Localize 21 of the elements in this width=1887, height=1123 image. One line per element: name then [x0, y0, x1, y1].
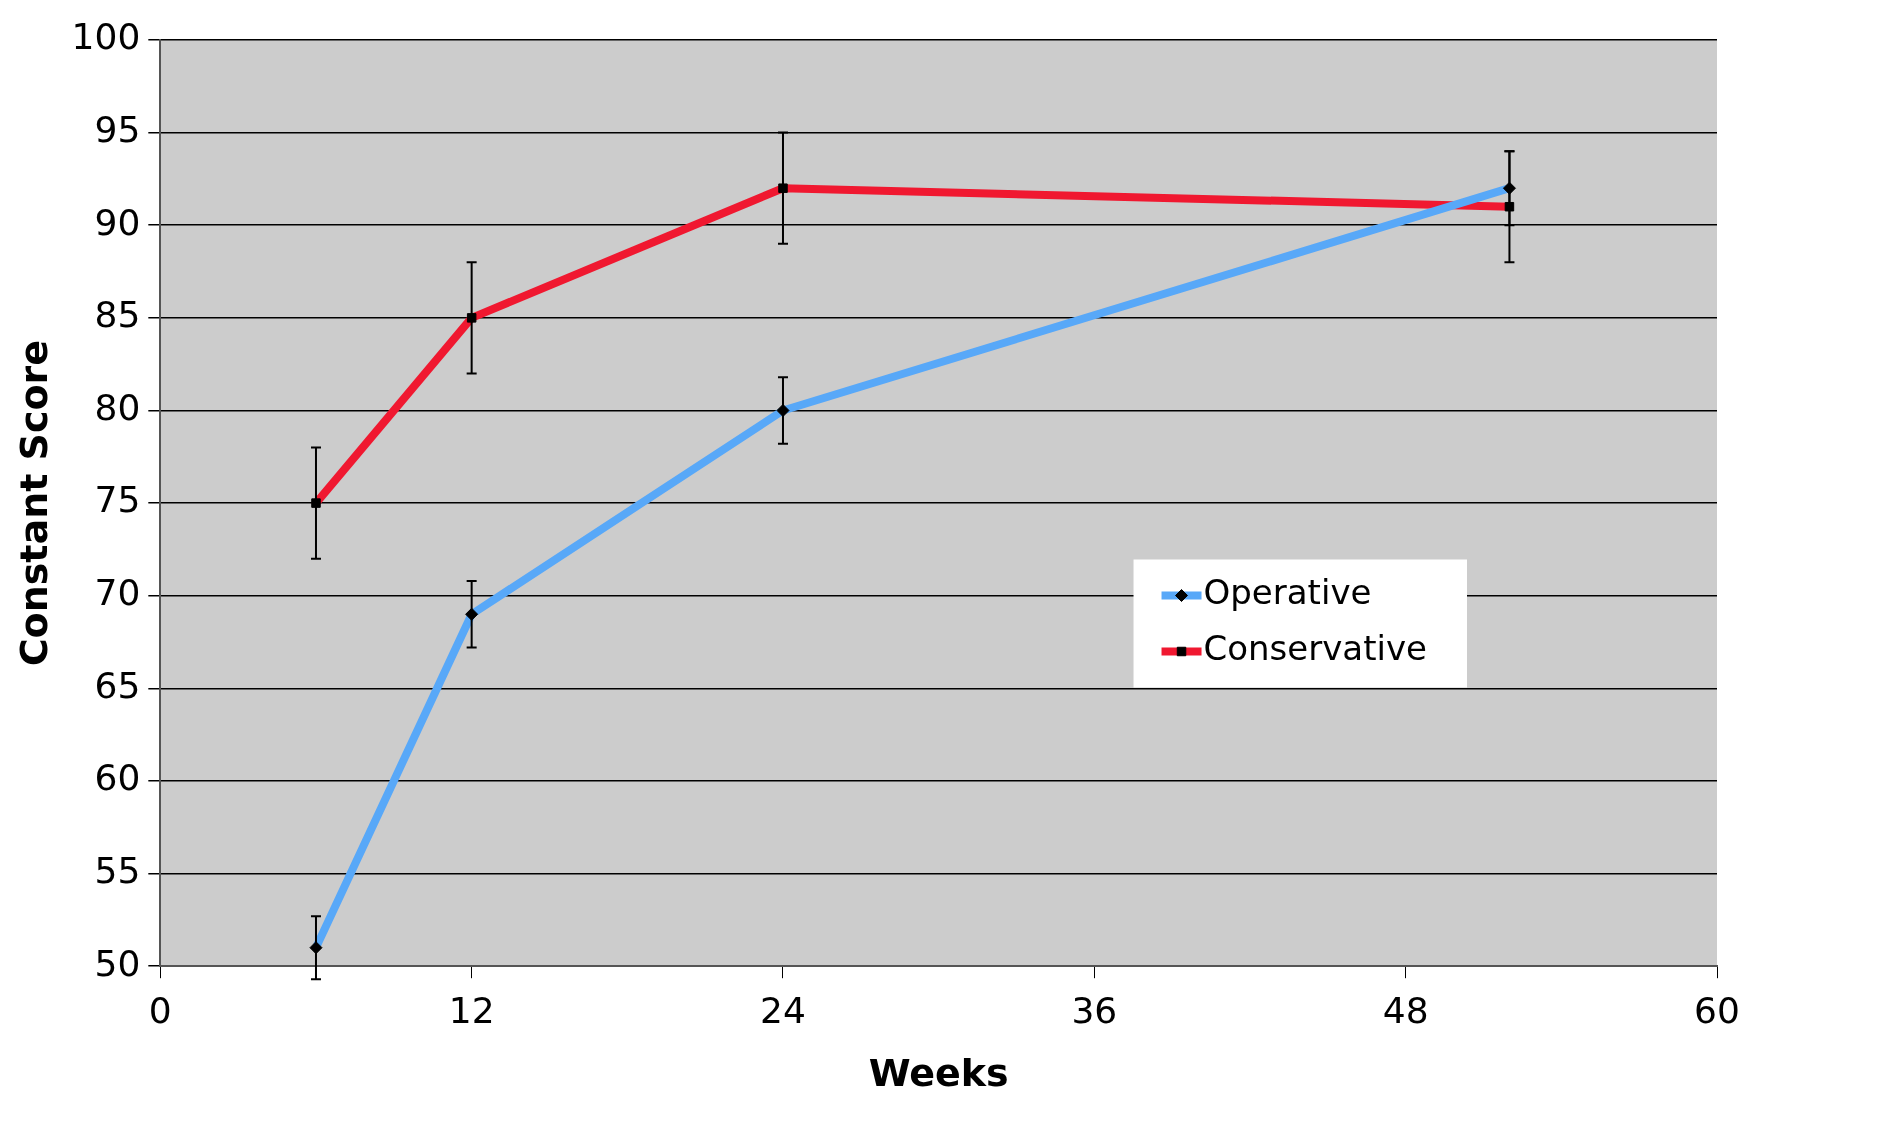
y-tick-label: 75 — [94, 479, 141, 521]
y-tick-label: 70 — [94, 572, 141, 614]
y-tick-label: 85 — [94, 294, 141, 336]
y-tick-label: 55 — [94, 849, 141, 891]
y-tick-label: 50 — [94, 942, 141, 984]
x-tick-label: 48 — [1382, 990, 1429, 1032]
y-tick-label: 65 — [94, 664, 141, 706]
y-tick-label: 90 — [94, 201, 141, 243]
legend-label: Conservative — [1203, 628, 1428, 669]
y-tick-label: 100 — [71, 16, 141, 58]
x-axis-title: Weeks — [868, 1051, 1009, 1096]
x-tick-label: 36 — [1071, 990, 1118, 1032]
x-tick-label: 0 — [148, 990, 172, 1032]
legend-label: Operative — [1203, 572, 1372, 613]
y-tick-label: 80 — [94, 386, 141, 428]
y-tick-label: 95 — [94, 108, 141, 150]
y-axis-title: Constant Score — [11, 339, 56, 667]
x-tick-label: 12 — [448, 990, 495, 1032]
y-tick-label: 60 — [94, 757, 141, 799]
x-tick-label: 60 — [1694, 990, 1740, 1032]
x-tick-label: 24 — [760, 990, 806, 1032]
